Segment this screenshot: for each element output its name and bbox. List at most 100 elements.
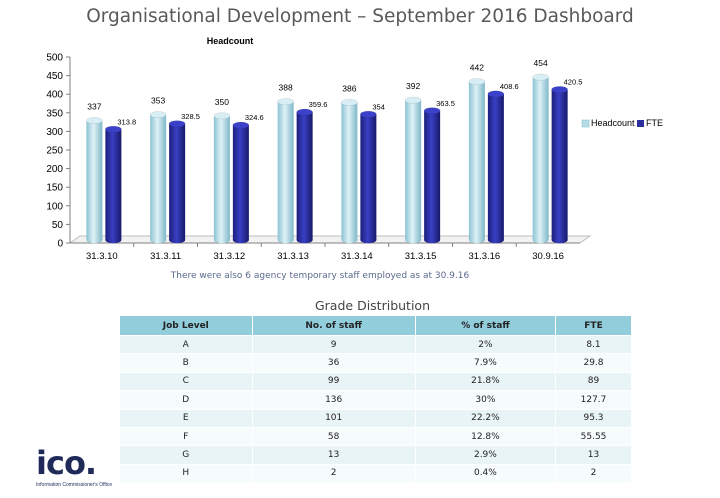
cell-percent-of-staff: 22.2%	[415, 408, 557, 428]
headcount-bar-top	[468, 78, 486, 86]
fte-bar-top	[168, 120, 186, 128]
headcount-bar	[405, 100, 422, 241]
cell-no-of-staff: 13	[252, 445, 416, 465]
headcount-bar-base	[341, 236, 358, 244]
headcount-bar-top	[86, 117, 103, 125]
ico-logo: ico. Information Commissioner's Office	[36, 447, 112, 489]
headcount-bar	[277, 101, 294, 240]
headcount-bar	[468, 81, 485, 240]
grade-distribution-table: Job Level No. of staff % of staff FTE A …	[120, 316, 632, 483]
cell-no-of-staff: 99	[252, 371, 416, 391]
x-tick-label: 31.3.15	[405, 251, 437, 262]
headcount-bar	[150, 114, 167, 240]
y-tick-label: 250	[46, 146, 63, 157]
cell-job-level: B	[120, 353, 253, 373]
cell-no-of-staff: 9	[252, 334, 416, 354]
x-tick-label: 31.3.11	[150, 251, 181, 262]
x-tick-label: 31.3.10	[86, 251, 118, 262]
table-row: H 2 0.4% 2	[120, 463, 632, 483]
fte-bar-base	[296, 236, 313, 244]
table-row: B 36 7.9% 29.8	[120, 353, 632, 373]
cell-job-level: E	[120, 408, 253, 428]
headcount-bar-base	[277, 236, 294, 244]
cell-job-level: C	[120, 371, 253, 391]
headcount-bar-top	[341, 98, 358, 106]
y-tick-label: 300	[46, 127, 63, 138]
headcount-bar-top	[277, 98, 294, 106]
cell-fte: 2	[555, 463, 632, 483]
fte-bar	[105, 129, 122, 240]
headcount-data-label: 386	[342, 83, 356, 93]
y-tick-label: 350	[46, 108, 63, 119]
chart-title: Headcount	[207, 36, 254, 46]
fte-data-label: 313.8	[117, 117, 136, 126]
column-header-no-of-staff: No. of staff	[252, 316, 416, 336]
y-tick-label: 50	[52, 220, 64, 231]
headcount-bar-base	[86, 236, 103, 244]
headcount-bar-base	[213, 236, 230, 244]
fte-data-label: 354	[372, 102, 385, 111]
fte-bar	[360, 114, 377, 240]
y-tick-label: 400	[46, 90, 63, 101]
table-row: D 136 30% 127.7	[120, 390, 632, 410]
x-tick-label: 31.3.16	[469, 251, 501, 262]
y-tick-label: 500	[46, 53, 63, 64]
fte-bar-base	[360, 236, 377, 244]
headcount-bar-top	[532, 73, 549, 81]
x-tick-label: 31.3.13	[277, 251, 309, 262]
cell-fte: 29.8	[555, 353, 632, 373]
cell-fte: 8.1	[555, 334, 632, 354]
headcount-bar-base	[405, 236, 422, 244]
fte-bar-base	[424, 236, 441, 244]
headcount-bar	[86, 120, 103, 240]
grade-distribution-title: Grade Distribution	[314, 298, 430, 313]
fte-bar	[232, 125, 249, 240]
fte-bar-top	[296, 108, 313, 116]
headcount-data-label: 350	[215, 97, 229, 107]
cell-fte: 89	[555, 371, 632, 391]
table-row: A 9 2% 8.1	[120, 334, 632, 354]
headcount-chart: 0 50 100 150 200 250 300 350 400 450 500 Headcount 3…	[0, 30, 720, 270]
headcount-bar-top	[213, 112, 231, 120]
ico-logo-subtitle: Information Commissioner's Office	[36, 482, 113, 488]
y-tick-label: 150	[46, 183, 63, 194]
fte-bar	[487, 94, 504, 241]
table-row: E 101 22.2% 95.3	[120, 408, 632, 428]
legend-swatch-fte	[637, 120, 644, 127]
headcount-data-label: 454	[534, 58, 548, 68]
fte-bar-top	[360, 110, 377, 118]
y-tick-label: 100	[46, 201, 63, 212]
cell-no-of-staff: 36	[252, 353, 416, 373]
cell-percent-of-staff: 0.4%	[415, 463, 557, 483]
headcount-bar-base	[150, 236, 167, 244]
headcount-bar	[213, 115, 230, 240]
cell-percent-of-staff: 2%	[415, 334, 557, 354]
agency-staff-note: There were also 6 agency temporary staff…	[170, 271, 470, 281]
y-tick-label: 200	[46, 164, 63, 175]
fte-bar-base	[551, 236, 568, 244]
fte-bar	[424, 110, 441, 240]
cell-job-level: G	[120, 445, 253, 465]
fte-data-label: 324.6	[245, 113, 264, 122]
fte-data-label: 420.5	[564, 78, 583, 87]
cell-fte: 55.55	[555, 426, 632, 446]
cell-percent-of-staff: 12.8%	[415, 426, 557, 446]
cell-job-level: F	[120, 426, 253, 446]
table-row: C 99 21.8% 89	[120, 371, 632, 391]
cell-no-of-staff: 101	[252, 408, 416, 428]
headcount-chart-svg: 0 50 100 150 200 250 300 350 400 450 500 Headcount 3…	[46, 36, 663, 262]
headcount-bar-top	[149, 111, 167, 119]
headcount-bar-base	[468, 236, 485, 244]
headcount-bar	[341, 102, 358, 241]
x-tick-label: 31.3.12	[214, 251, 246, 262]
fte-bar-top	[423, 107, 441, 115]
fte-bar	[296, 112, 313, 240]
fte-bar-base	[487, 236, 504, 244]
x-tick-label: 31.3.14	[341, 251, 373, 262]
column-header-fte: FTE	[555, 316, 632, 336]
fte-bar-top	[551, 86, 568, 94]
legend-label-headcount: Headcount	[591, 118, 635, 128]
cell-job-level: A	[120, 334, 253, 354]
cell-fte: 13	[555, 445, 632, 465]
table-row: G 13 2.9% 13	[120, 445, 632, 465]
